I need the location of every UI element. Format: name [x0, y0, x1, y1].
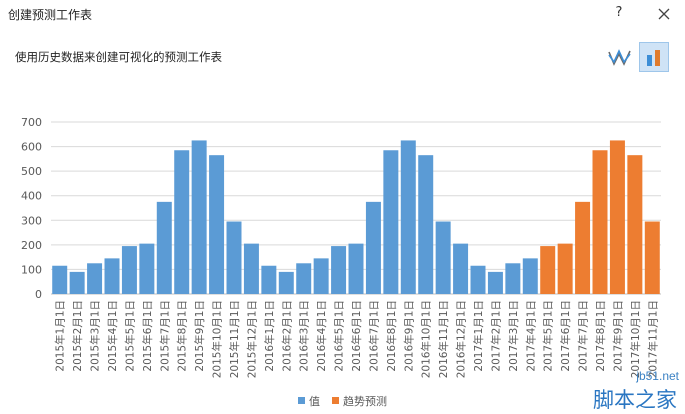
value-bar	[261, 265, 277, 294]
x-tick-label: 2015年6月1日	[141, 300, 154, 372]
value-bar	[156, 201, 172, 294]
x-tick-label: 2016年3月1日	[298, 300, 311, 372]
x-tick-label: 2016年6月1日	[350, 300, 363, 372]
x-tick-label: 2016年5月1日	[333, 300, 346, 372]
value-bar	[313, 258, 329, 294]
value-bar	[121, 246, 137, 294]
x-tick-label: 2017年4月1日	[524, 300, 537, 372]
line-chart-type-button[interactable]	[605, 42, 635, 72]
y-tick-label: 200	[21, 239, 42, 252]
legend-swatch	[332, 397, 339, 404]
legend-label: 值	[309, 395, 320, 408]
x-tick-label: 2017年3月1日	[507, 300, 520, 372]
x-tick-label: 2016年10月1日	[420, 300, 433, 378]
close-icon	[658, 8, 670, 20]
x-tick-label: 2017年10月1日	[629, 300, 642, 378]
help-button[interactable]: ?	[615, 5, 623, 20]
x-tick-label: 2017年8月1日	[594, 300, 607, 372]
x-tick-label: 2016年9月1日	[402, 300, 415, 372]
x-tick-label: 2017年9月1日	[611, 300, 624, 372]
legend-swatch	[298, 397, 305, 404]
value-bar	[52, 265, 68, 294]
y-tick-label: 100	[21, 263, 42, 276]
column-chart-icon	[647, 50, 660, 66]
x-tick-label: 2017年5月1日	[542, 300, 555, 372]
x-tick-label: 2015年1月1日	[54, 300, 67, 372]
watermark-text: 脚本之家	[593, 388, 677, 412]
forecast-bar	[557, 243, 573, 294]
x-tick-label: 2015年9月1日	[193, 300, 206, 372]
x-tick-label: 2017年7月1日	[577, 300, 590, 372]
forecast-bar	[592, 150, 608, 294]
y-tick-label: 500	[21, 165, 42, 178]
value-bar	[209, 155, 225, 294]
x-tick-label: 2016年11月1日	[437, 300, 450, 378]
legend-label: 趋势预测	[343, 395, 387, 408]
x-tick-label: 2016年1月1日	[263, 300, 276, 372]
value-bar	[400, 140, 416, 294]
value-bar	[418, 155, 434, 294]
dialog-title: 创建预测工作表	[8, 8, 93, 22]
close-button[interactable]	[653, 3, 675, 25]
y-tick-label: 0	[35, 288, 42, 301]
value-bar	[139, 243, 155, 294]
value-bar	[87, 263, 103, 294]
dialog-titlebar: 创建预测工作表 ?	[0, 0, 685, 30]
x-tick-label: 2015年7月1日	[158, 300, 171, 372]
y-tick-label: 300	[21, 214, 42, 227]
value-bar	[470, 265, 486, 294]
x-tick-label: 2015年4月1日	[106, 300, 119, 372]
value-bar	[522, 258, 538, 294]
forecast-chart: 0 100 200 300 400 500 600 700 2015年1月1日 2015年2月1日…	[21, 116, 661, 408]
column-chart-type-button[interactable]	[639, 42, 669, 72]
value-bar	[243, 243, 259, 294]
y-tick-label: 600	[21, 141, 42, 154]
value-bar	[69, 271, 85, 294]
x-tick-label: 2017年1月1日	[472, 300, 485, 372]
value-bar	[104, 258, 120, 294]
x-tick-label: 2016年4月1日	[315, 300, 328, 372]
x-tick-label: 2016年8月1日	[385, 300, 398, 372]
value-bar	[226, 221, 242, 294]
x-tick-label: 2017年6月1日	[559, 300, 572, 372]
value-bar	[505, 263, 521, 294]
value-bar	[174, 150, 190, 294]
value-bar	[435, 221, 451, 294]
x-tick-label: 2015年3月1日	[89, 300, 102, 372]
line-chart-icon	[608, 49, 631, 66]
x-tick-label: 2016年2月1日	[280, 300, 293, 372]
value-bar	[278, 271, 294, 294]
value-bar	[383, 150, 399, 294]
forecast-bar	[627, 155, 643, 294]
x-tick-label: 2016年12月1日	[455, 300, 468, 378]
value-bar	[487, 271, 503, 294]
x-tick-label: 2017年11月1日	[646, 300, 659, 378]
forecast-bar	[540, 246, 556, 294]
forecast-bar	[575, 201, 591, 294]
watermark: jb51.net 脚本之家	[553, 365, 685, 413]
y-tick-label: 400	[21, 190, 42, 203]
x-tick-label: 2017年2月1日	[489, 300, 502, 372]
x-tick-label: 2015年5月1日	[123, 300, 136, 372]
value-bar	[365, 201, 381, 294]
x-tick-label: 2015年10月1日	[211, 300, 224, 378]
x-tick-label: 2015年12月1日	[245, 300, 258, 378]
value-bar	[296, 263, 312, 294]
value-bar	[191, 140, 207, 294]
value-bar	[348, 243, 364, 294]
value-bar	[331, 246, 347, 294]
y-tick-label: 700	[21, 116, 42, 129]
x-tick-label: 2015年8月1日	[176, 300, 189, 372]
value-bar	[453, 243, 469, 294]
forecast-bar	[609, 140, 625, 294]
watermark-url: jb51.net	[636, 369, 679, 383]
x-tick-label: 2015年11月1日	[228, 300, 241, 378]
x-tick-label: 2016年7月1日	[367, 300, 380, 372]
dialog-subtitle: 使用历史数据来创建可视化的预测工作表	[15, 50, 222, 64]
forecast-bar	[644, 221, 660, 294]
x-tick-label: 2015年2月1日	[71, 300, 84, 372]
